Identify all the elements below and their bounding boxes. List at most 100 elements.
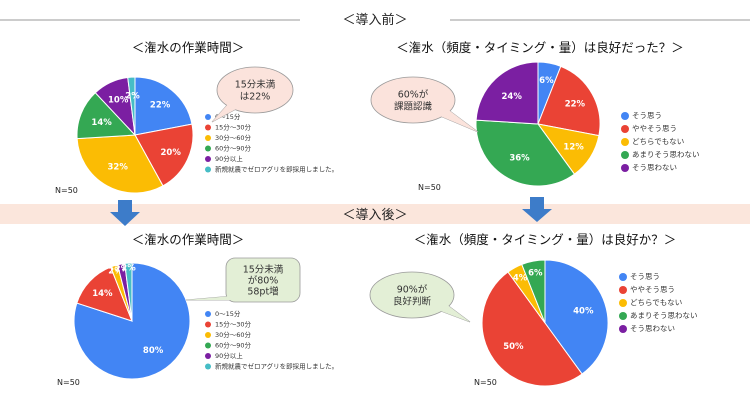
after_quality-legend-label-4: そう思わない [630, 324, 675, 333]
before_time-callout-line-0: 15分未満 [235, 79, 276, 91]
after_time-legend-label-0: 0〜15分 [215, 309, 241, 318]
banner-after: ＜導入後＞ [342, 208, 407, 223]
charts-layer: 22%20%32%14%10%2%0〜15分15分〜30分30分〜60分60分〜… [73, 61, 700, 387]
before_quality-slice-4 [475, 61, 539, 125]
before_time-slice-label-2: 32% [108, 163, 129, 173]
after_quality-legend-label-0: そう思う [630, 272, 660, 281]
after_time-legend-label-5: 新規就農でゼロアグリを即採用しました。 [215, 362, 338, 371]
after_quality-callout-line-0: 90%が [397, 284, 428, 296]
before_quality-slice-label-3: 36% [509, 154, 530, 164]
before_quality-legend-label-1: ややそう思う [632, 124, 677, 133]
before_time-slice-5 [127, 76, 136, 136]
after_time-callout-line-0: 15分未満 [243, 264, 284, 276]
after_time-slice-label-5: 2% [121, 264, 136, 274]
chart-title-after-quality: ＜潅水（頻度・タイミング・量）は良好か？＞ [414, 232, 677, 247]
after_time-callout-line-1: が80% [248, 275, 279, 287]
before_time-slice-label-3: 14% [91, 118, 112, 128]
before_quality-legend-label-2: どちらでもない [632, 137, 684, 146]
after_time-legend-swatch-3 [205, 342, 211, 349]
down-arrow-right-icon [522, 197, 552, 222]
after_time-legend-label-2: 30分〜60分 [215, 330, 252, 339]
before_quality-pie: 6% 22% 12% 36% 24% [475, 61, 601, 187]
after_quality-slice-label-1: 50% [503, 342, 524, 352]
before_quality-slice-label-4: 24% [502, 92, 523, 102]
before_quality-legend-swatch-4 [621, 164, 629, 172]
after_time-slice-0 [73, 262, 191, 380]
after_quality-legend-swatch-2 [619, 299, 627, 307]
before_quality-callout-line-0: 60%が [398, 89, 429, 101]
after_quality-legend-label-1: ややそう思う [630, 285, 675, 294]
after_quality-legend-label-2: どちらでもない [630, 298, 682, 307]
after_time-legend-swatch-0 [205, 311, 211, 317]
n-label-after-time: N=50 [57, 378, 80, 387]
before_time-slice-label-5: 2% [125, 92, 140, 102]
before_time-slice-2 [76, 134, 164, 194]
chart-title-before-quality: ＜潅水（頻度・タイミング・量）は良好だった？＞ [396, 40, 684, 55]
before_quality-legend-label-0: そう思う [632, 111, 662, 120]
after_quality-legend-swatch-1 [619, 286, 627, 294]
after_quality-legend-label-3: あまりそう思わない [630, 311, 698, 320]
before_time-legend-label-2: 30分〜60分 [215, 133, 252, 142]
after_quality-slice-label-2: 4% [513, 274, 528, 284]
after_time-legend-label-3: 60分〜90分 [215, 341, 252, 350]
before_quality-legend-swatch-2 [621, 138, 629, 146]
after_time-callout-line-2: 58pt増 [247, 286, 278, 298]
n-label-before-time: N=50 [55, 186, 78, 195]
chart-title-before-time: ＜潅水の作業時間＞ [132, 40, 245, 55]
before_time-legend-label-1: 15分〜30分 [215, 123, 252, 132]
before_time-legend-swatch-3 [205, 145, 211, 152]
before_quality-slice-label-1: 22% [565, 100, 586, 110]
before_time-slice-label-0: 22% [150, 101, 171, 111]
before_quality-legend-swatch-1 [621, 125, 629, 133]
before_time-legend-swatch-5 [205, 166, 211, 173]
before_time-legend-label-5: 新規就農でゼロアグリを即採用しました。 [215, 165, 338, 174]
before_time-legend-swatch-4 [205, 156, 211, 162]
after_time-slice-label-4: 2% [115, 265, 130, 275]
after_quality-slice-label-3: 6% [528, 268, 543, 278]
after_quality-pie: 40% 50% 4%6% [481, 259, 609, 387]
before_time-slice-label-4: 10% [108, 95, 129, 105]
before_quality-legend-swatch-3 [621, 151, 629, 159]
after_quality-legend-swatch-4 [619, 325, 627, 333]
before_time-pie: 22% 20% 32% 14% 10%2% [76, 76, 194, 194]
after_quality-slice-label-0: 40% [573, 307, 594, 317]
before_quality-legend-label-3: あまりそう思わない [632, 150, 700, 159]
before_time-slice-label-1: 20% [161, 148, 182, 158]
n-label-before-quality: N=50 [418, 183, 441, 192]
after_time-slice-5 [124, 262, 133, 322]
chart-title-after-time: ＜潅水の作業時間＞ [132, 232, 245, 247]
after_time-legend-swatch-2 [205, 332, 211, 338]
before_time-legend-label-0: 0〜15分 [215, 112, 241, 121]
down-arrow-left-icon [110, 200, 140, 226]
after_quality-legend-swatch-3 [619, 312, 627, 320]
before_quality-slice-label-2: 12% [563, 143, 584, 153]
before_quality-slice-3 [475, 119, 576, 187]
before_time-legend-swatch-1 [205, 124, 211, 131]
after_time-legend-swatch-4 [205, 353, 211, 359]
banner-after-bg [0, 204, 750, 224]
after_time-legend-label-1: 15分〜30分 [215, 320, 252, 329]
before_time-callout-line-1: は22% [240, 92, 271, 103]
before_time-slice-1 [134, 123, 194, 187]
before_time-legend-swatch-0 [205, 114, 211, 120]
n-label-after-quality: N=50 [474, 378, 497, 387]
before_time-slice-3 [76, 92, 137, 140]
after_time-pie: 80% 14% 2%2%2% [73, 262, 191, 380]
after_time-legend-swatch-1 [205, 321, 211, 328]
before_time-legend-label-4: 90分以上 [215, 154, 243, 163]
after_quality-legend-swatch-0 [619, 273, 627, 281]
after_time-legend-swatch-5 [205, 363, 211, 370]
after_quality-slice-1 [481, 271, 583, 387]
before_quality-legend-label-4: そう思わない [632, 163, 677, 172]
before_quality-slice-1 [537, 65, 601, 137]
before_quality-callout-line-1: 課題認識 [394, 101, 433, 113]
after_quality-callout-line-1: 良好判断 [393, 296, 432, 308]
